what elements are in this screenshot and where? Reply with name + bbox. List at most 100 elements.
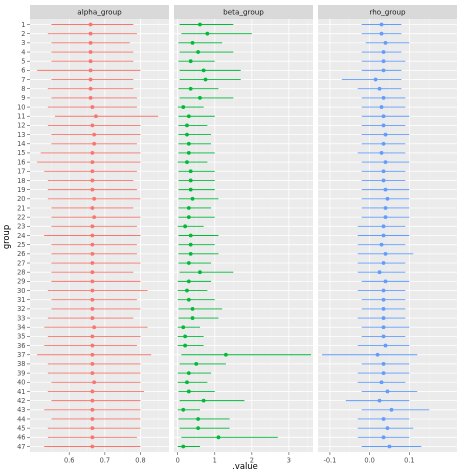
x-axis-title: .value xyxy=(232,461,258,471)
beta-group-point xyxy=(190,196,195,201)
beta-group-point xyxy=(216,435,221,440)
y-tick-label: 16 xyxy=(17,158,25,166)
y-tick-label: 5 xyxy=(21,57,25,65)
alpha-group-point xyxy=(90,444,95,449)
y-tick-label: 41 xyxy=(17,388,25,396)
y-tick-label: 20 xyxy=(17,195,25,203)
y-tick-label: 2 xyxy=(21,30,25,38)
rho-group-point xyxy=(383,40,388,45)
beta-group-point xyxy=(186,297,191,302)
rho-group-point xyxy=(377,86,382,91)
rho-group-point xyxy=(383,215,388,220)
alpha-group-x-tick-label: 0.6 xyxy=(64,457,75,465)
beta-group-point xyxy=(185,160,189,165)
rho-group-point xyxy=(381,334,386,339)
rho-group-point xyxy=(379,380,384,385)
y-tick-label: 33 xyxy=(17,314,25,322)
alpha-group-point xyxy=(90,270,95,275)
alpha-group-point xyxy=(90,178,95,183)
y-tick-label: 27 xyxy=(17,259,25,267)
rho-group-point xyxy=(375,352,380,357)
y-tick-label: 28 xyxy=(17,268,25,276)
y-tick-label: 19 xyxy=(17,186,25,194)
rho-group-strip xyxy=(318,5,457,19)
y-tick-label: 31 xyxy=(17,296,25,304)
alpha-group-point xyxy=(90,362,95,366)
rho-group-point xyxy=(381,114,386,119)
beta-group-point xyxy=(194,362,199,366)
beta-group-point xyxy=(188,86,193,91)
y-tick-label: 10 xyxy=(17,103,25,111)
y-tick-label: 38 xyxy=(17,360,25,368)
rho-group-x-tick-label: -0.1 xyxy=(323,457,336,465)
rho-group-point xyxy=(381,306,386,311)
beta-group-strip xyxy=(174,5,313,19)
alpha-group-point xyxy=(90,242,95,247)
rho-group-point xyxy=(381,50,386,54)
y-tick-label: 18 xyxy=(17,177,25,185)
rho-group-point xyxy=(377,398,382,403)
alpha-group-point xyxy=(90,187,95,192)
beta-group-point xyxy=(203,77,208,82)
alpha-group-point xyxy=(90,435,95,440)
alpha-group-strip xyxy=(30,5,169,19)
alpha-group-point xyxy=(92,196,97,201)
rho-group-x-tick-label: 0.1 xyxy=(404,457,415,465)
alpha-group-x-tick-label: 0.7 xyxy=(100,457,111,465)
beta-group-point xyxy=(186,389,191,394)
rho-group-point xyxy=(381,68,386,73)
alpha-group-strip-label: alpha_group xyxy=(77,8,122,17)
y-tick-label: 30 xyxy=(17,287,25,295)
alpha-group-point xyxy=(90,398,95,403)
alpha-group-point xyxy=(90,160,95,165)
alpha-group-point xyxy=(90,297,95,302)
rho-group-point xyxy=(373,77,378,82)
rho-group-point xyxy=(381,261,386,265)
beta-group-point xyxy=(186,114,191,119)
y-tick-label: 24 xyxy=(17,232,25,240)
rho-group-point xyxy=(381,233,386,238)
beta-group-point xyxy=(185,123,189,128)
rho-group-point xyxy=(381,224,386,229)
rho-group-point xyxy=(387,444,392,449)
alpha-group-point xyxy=(92,380,97,385)
alpha-group-point xyxy=(88,31,93,36)
beta-group-x-tick-label: 1 xyxy=(213,457,217,465)
rho-group-point xyxy=(381,59,386,64)
alpha-group-point xyxy=(90,334,95,339)
beta-group-point xyxy=(186,371,191,376)
y-tick-label: 35 xyxy=(17,333,25,341)
rho-group-x-tick-label: 0.0 xyxy=(364,457,375,465)
beta-group-point xyxy=(188,242,193,247)
beta-group-point xyxy=(181,105,186,109)
beta-group-strip-label: beta_group xyxy=(223,8,264,17)
beta-group-point xyxy=(188,59,193,64)
rho-group-point xyxy=(389,407,394,412)
alpha-group-point xyxy=(90,279,95,284)
alpha-group-point xyxy=(92,215,97,220)
y-tick-label: 21 xyxy=(17,204,25,212)
beta-group-x-tick-label: 2 xyxy=(250,457,254,465)
beta-group-x-tick-label: 0 xyxy=(176,457,180,465)
beta-group-point xyxy=(186,215,191,220)
beta-group-point xyxy=(196,417,200,421)
beta-group-point xyxy=(183,334,188,339)
beta-group-point xyxy=(190,306,195,311)
y-tick-label: 46 xyxy=(17,434,25,442)
alpha-group-point xyxy=(90,288,95,293)
y-tick-label: 4 xyxy=(21,48,25,56)
beta-group-point xyxy=(186,141,191,146)
beta-group-point xyxy=(196,426,200,431)
beta-group-point xyxy=(186,279,191,284)
beta-group-point xyxy=(188,169,193,174)
alpha-group-point xyxy=(88,59,93,64)
y-tick-label: 47 xyxy=(17,443,25,451)
alpha-group-point xyxy=(90,151,95,155)
rho-group-point xyxy=(381,123,386,128)
alpha-group-point xyxy=(90,371,95,376)
y-tick-label: 42 xyxy=(17,397,25,405)
alpha-group-point xyxy=(90,352,95,357)
beta-group-point xyxy=(198,270,202,275)
alpha-group-point xyxy=(90,316,95,320)
y-tick-label: 26 xyxy=(17,250,25,258)
